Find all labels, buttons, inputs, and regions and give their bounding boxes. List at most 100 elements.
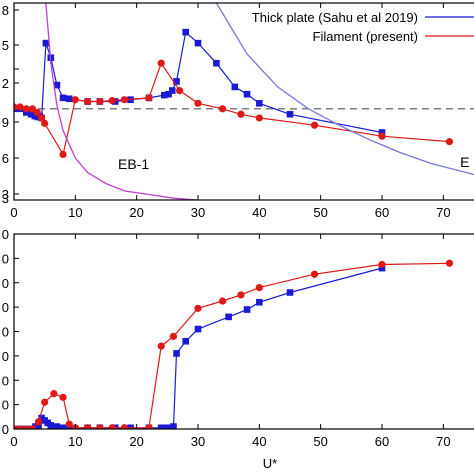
data-point-circle [176, 86, 184, 95]
data-point-square [256, 298, 263, 306]
series-line-0 [14, 31, 383, 134]
legend-entry-label: Filament (present) [313, 29, 418, 44]
x-tick-label: 50 [313, 434, 327, 449]
data-point-circle [34, 418, 43, 426]
data-point-square [53, 81, 61, 89]
y-tick-label: 0 [2, 398, 9, 413]
data-point-square [243, 306, 251, 313]
x-tick-label: 70 [436, 434, 450, 449]
x-tick-label: 0 [10, 205, 17, 220]
data-point-square [286, 110, 294, 118]
data-point-square [256, 100, 263, 107]
data-point-square [35, 422, 42, 429]
data-point-square [286, 289, 294, 296]
data-point-square [157, 424, 165, 429]
data-point-circle [28, 105, 36, 113]
data-point-square [173, 350, 180, 357]
data-point-square [173, 78, 180, 85]
data-point-square [164, 424, 171, 429]
data-point-square [59, 424, 67, 429]
data-point-square [160, 91, 168, 99]
data-point-square [170, 423, 177, 429]
data-point-circle [445, 138, 454, 146]
data-point-square [194, 325, 202, 333]
data-point-circle [16, 103, 24, 111]
data-point-square [42, 39, 50, 47]
data-point-square [47, 422, 55, 429]
data-point-circle [255, 284, 263, 292]
data-point-circle [22, 105, 30, 113]
data-point-square [213, 59, 220, 67]
data-point-square [225, 313, 232, 321]
data-point-square [53, 423, 61, 429]
data-point-circle [157, 59, 165, 67]
data-point-circle [38, 114, 46, 122]
y-tick-label: 3 [2, 187, 9, 202]
data-point-circle [194, 304, 202, 312]
plot-frame [13, 2, 474, 201]
data-point-circle [445, 259, 454, 267]
x-tick-label: 0 [10, 434, 17, 449]
y-tick-label: 3 [2, 191, 9, 206]
y-tick-label: 6 [2, 151, 9, 166]
y-tick-label: 0 [2, 276, 9, 291]
plot-area [14, 259, 454, 429]
annotation-label: EB-1 [118, 156, 149, 172]
data-point-square [182, 28, 190, 36]
series-line-1 [14, 262, 450, 429]
x-tick-label: 10 [68, 434, 82, 449]
y-tick-label: 2 [2, 76, 9, 91]
data-point-circle [120, 424, 128, 429]
data-point-circle [96, 97, 104, 106]
x-tick-label: 60 [375, 205, 389, 220]
y-tick-label: 0 [2, 349, 9, 364]
data-point-circle [237, 291, 245, 299]
x-tick-label: 70 [436, 205, 450, 220]
data-point-circle [255, 114, 263, 122]
data-point-circle [65, 420, 73, 428]
data-point-square [243, 90, 251, 98]
data-point-circle [108, 96, 116, 105]
boundary-curve-3 [45, 3, 199, 200]
data-point-square [378, 129, 386, 136]
x-tick-label: 20 [129, 434, 143, 449]
data-point-circle [157, 342, 165, 350]
y-tick-label: 0 [2, 373, 9, 388]
legend-entry-label: Thick plate (Sahu et al 2019) [252, 10, 418, 25]
data-point-circle [145, 94, 153, 102]
data-point-square [27, 110, 35, 118]
data-point-circle [16, 425, 24, 429]
x-tick-label: 20 [129, 205, 143, 220]
y-tick-label: 5 [2, 38, 9, 53]
data-point-circle [108, 424, 116, 429]
data-point-circle [120, 96, 128, 104]
data-point-circle [96, 424, 104, 429]
data-point-circle [14, 103, 18, 111]
data-point-circle [378, 132, 386, 140]
data-point-circle [218, 297, 227, 305]
data-point-circle [59, 150, 67, 158]
data-point-square [194, 39, 202, 47]
data-point-circle [237, 110, 245, 118]
data-point-circle [41, 398, 49, 406]
data-point-circle [194, 99, 202, 107]
data-point-circle [378, 260, 386, 269]
data-point-circle [145, 424, 153, 429]
series-line-0 [14, 267, 383, 429]
x-tick-label: 50 [313, 205, 327, 220]
data-point-circle [310, 270, 319, 278]
data-point-circle [33, 108, 41, 117]
data-point-circle [59, 393, 67, 401]
y-tick-label: 9 [2, 115, 9, 130]
top-panel: EB-1 E 0 10 20 30 40 50 60 70 8 5 2 9 6 33 Thick plate (… [2, 2, 474, 220]
data-point-square [182, 337, 190, 345]
data-point-square [231, 83, 239, 91]
data-point-circle [218, 105, 227, 113]
y-tick-label: 0 [2, 300, 9, 315]
data-point-square [65, 95, 73, 103]
data-point-square [59, 94, 67, 102]
y-tick-label: 0 [2, 251, 9, 266]
data-point-circle [28, 425, 36, 429]
